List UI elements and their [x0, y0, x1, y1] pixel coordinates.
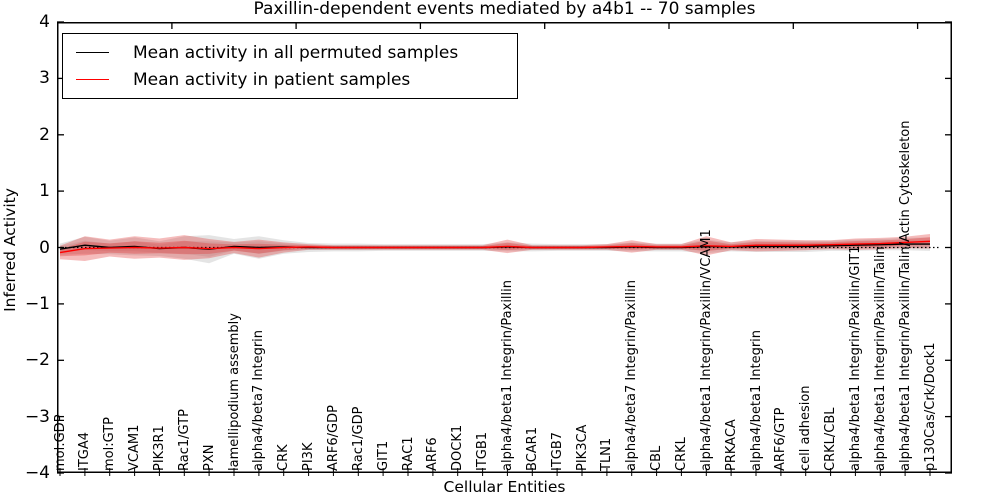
plot-area	[57, 21, 952, 476]
legend-line-sample-red	[76, 79, 109, 80]
x-tick-label: GIT1	[375, 440, 391, 471]
legend: Mean activity in all permuted samples Me…	[62, 33, 518, 99]
x-tick-label: CBL	[649, 445, 665, 471]
x-tick-label: alpha4/beta1 Integrin	[748, 329, 764, 471]
x-tick-label: CRK	[276, 444, 292, 471]
x-tick-label: mol:GDP	[52, 414, 68, 471]
y-tick-label: −2	[24, 350, 50, 371]
legend-item-patient: Mean activity in patient samples	[76, 66, 517, 93]
x-axis-label: Cellular Entities	[443, 478, 566, 496]
y-tick-label: −3	[24, 406, 50, 427]
x-tick-label: ITGB1	[475, 431, 491, 471]
band-permuted-inner	[60, 240, 930, 257]
legend-label-patient: Mean activity in patient samples	[133, 69, 411, 90]
x-tick-label: VCAM1	[127, 424, 143, 471]
y-tick-label: −4	[24, 463, 50, 483]
y-tick-label: 4	[39, 12, 50, 32]
x-tick-label: PI3K	[301, 442, 317, 471]
line-patient	[59, 240, 931, 254]
x-tick-label: Rac1/GTP	[176, 409, 192, 471]
legend-line-sample-black	[76, 52, 109, 53]
x-tick-label: alpha4/beta7 Integrin/Paxillin	[624, 279, 640, 471]
x-tick-label: mol:GTP	[102, 417, 118, 471]
legend-label-permuted: Mean activity in all permuted samples	[133, 42, 459, 63]
x-tick-label: alpha4/beta1 Integrin/Paxillin/Talin	[872, 246, 888, 471]
x-tick-label: alpha4/beta1 Integrin/Paxillin	[499, 279, 515, 471]
x-tick-label: PXN	[201, 444, 217, 471]
x-tick-label: ARF6	[425, 437, 441, 471]
y-tick-label: −1	[24, 293, 50, 314]
x-tick-label: ITGB7	[549, 431, 565, 471]
x-tick-label: BCAR1	[524, 427, 540, 471]
x-tick-label: PIK3CA	[574, 424, 590, 471]
x-tick-label: alpha4/beta1 Integrin/Paxillin/VCAM1	[698, 229, 714, 471]
band-permuted-outer	[60, 235, 930, 264]
x-tick-label: CRKL/CBL	[823, 407, 839, 472]
x-tick-label: lamellipodium assembly	[226, 313, 242, 471]
x-tick-label: ARF6/GTP	[773, 407, 789, 471]
x-tick-label: PRKACA	[723, 419, 739, 471]
x-tick-label: ITGA4	[77, 431, 93, 471]
x-tick-label: RAC1	[400, 436, 416, 471]
y-tick-label: 0	[39, 237, 50, 258]
x-tick-label: PIK3R1	[151, 425, 167, 471]
x-tick-label: Rac1/GDP	[350, 406, 366, 471]
y-tick-label: 2	[39, 124, 50, 145]
plot-frame	[57, 22, 952, 473]
x-tick-label: CRKL	[673, 437, 689, 471]
x-tick-label: cell adhesion	[798, 385, 814, 471]
legend-item-permuted: Mean activity in all permuted samples	[76, 39, 517, 66]
y-tick-label: 3	[39, 68, 50, 89]
x-tick-label: alpha4/beta7 Integrin	[251, 329, 267, 471]
x-tick-label: p130Cas/Crk/Dock1	[922, 342, 938, 471]
x-tick-label: alpha4/beta1 Integrin/Paxillin/Talin/Act…	[897, 120, 913, 471]
x-tick-label: alpha4/beta1 Integrin/Paxillin/GIT1	[847, 245, 863, 471]
plot-canvas	[57, 21, 952, 476]
chart-title: Paxillin-dependent events mediated by a4…	[253, 0, 756, 19]
x-tick-label: DOCK1	[450, 424, 466, 471]
x-tick-label: ARF6/GDP	[325, 405, 341, 471]
y-tick-label: 1	[39, 181, 50, 202]
x-tick-label: TLN1	[599, 437, 615, 471]
